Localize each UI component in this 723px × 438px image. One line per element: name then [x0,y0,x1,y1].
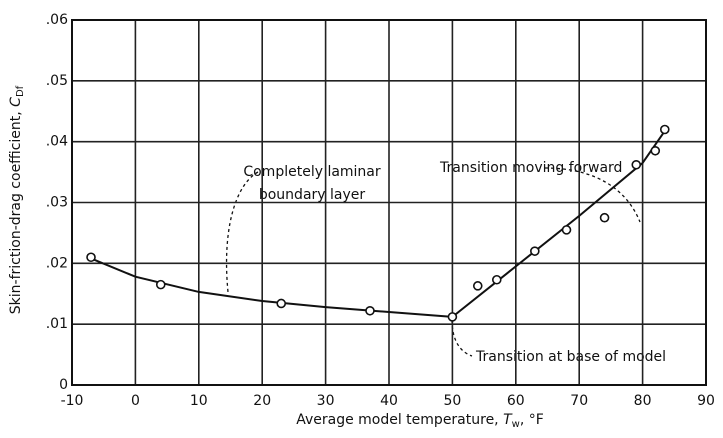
x-tick-label: 60 [507,393,525,409]
y-tick-label: .02 [46,255,68,271]
y-axis-label: Skin-friction-drag coefficient, CDf [8,85,26,314]
data-point [365,305,375,316]
leader-line [225,171,259,293]
x-tick-label: 20 [253,393,271,409]
data-point [631,159,642,170]
data-point [561,225,572,235]
data-point [599,212,610,223]
plot-frame [71,19,707,386]
x-tick-label: 0 [131,393,140,409]
y-tick-label: .01 [46,316,68,332]
x-tick-label: 90 [697,393,715,409]
x-axis-label: Average model temperature, Tw, °F [296,412,544,430]
x-tick-label: -10 [61,393,84,409]
y-tick-label: .04 [46,134,68,150]
annotation: Transition at base of model [475,349,666,365]
data-point [276,298,287,309]
y-tick-label: .06 [46,12,68,28]
fit-curve [451,125,669,318]
data-point [491,274,502,285]
x-tick-label: 40 [380,393,398,409]
fit-curve [90,257,453,318]
y-tick-label: .03 [46,195,68,211]
x-tick-label: 70 [570,393,588,409]
annotation: Transition moving forward [439,160,622,176]
x-tick-label: 30 [317,393,335,409]
data-point [155,279,166,290]
leader-line [451,319,473,357]
data-point [447,312,458,322]
data-point [530,246,540,256]
x-tick-label: 50 [443,393,461,409]
data-point [86,252,96,263]
y-tick-label: .05 [46,73,68,89]
y-tick-label: 0 [59,377,68,393]
data-point [659,124,670,135]
annotation: boundary layer [259,187,366,203]
x-tick-label: 10 [190,393,208,409]
data-point [472,281,483,291]
data-point [650,145,661,156]
leader-line [544,167,641,223]
annotation: Completely laminar [243,164,381,180]
x-tick-label: 80 [634,393,652,409]
